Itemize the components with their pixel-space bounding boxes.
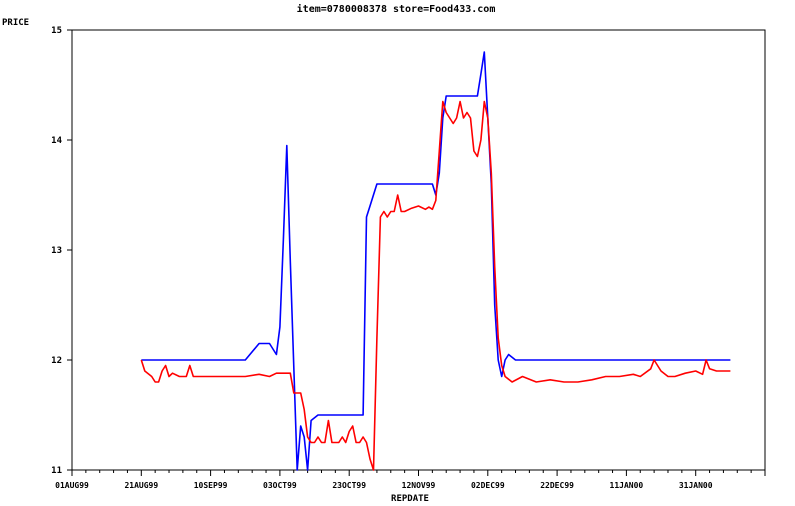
series-line-2	[140, 100, 731, 471]
x-tick-label: 22DEC99	[540, 481, 574, 490]
x-tick-label: 02DEC99	[471, 481, 505, 490]
x-tick-label: 31JAN00	[679, 481, 713, 490]
y-tick-label: 15	[51, 26, 62, 36]
plot-area-frame	[71, 29, 766, 471]
x-tick-label: 10SEP99	[194, 481, 228, 490]
y-tick-label: 14	[51, 136, 62, 146]
y-tick-label: 13	[51, 246, 62, 256]
y-tick-label: 12	[51, 356, 62, 366]
chart-title: item=0780008378 store=Food433.com	[297, 3, 496, 15]
x-tick-label: 11JAN00	[610, 481, 644, 490]
x-tick-label: 23OCT99	[332, 481, 366, 490]
x-axis-label: REPDATE	[391, 494, 429, 504]
x-tick-label: 21AUG99	[124, 481, 158, 490]
x-tick-label: 01AUG99	[55, 481, 89, 490]
y-tick-label: 11	[51, 466, 62, 476]
x-tick-label: 03OCT99	[263, 481, 297, 490]
y-axis: 11 12 13 14 15	[51, 26, 72, 476]
series-layer	[140, 51, 731, 471]
x-tick-label: 12NOV99	[402, 481, 436, 490]
series-line-1	[141, 51, 731, 471]
x-axis: 01AUG99 21AUG99 10SEP99 03OCT99 23OCT99 12NOV…	[55, 470, 766, 490]
y-axis-label: PRICE	[2, 18, 29, 28]
